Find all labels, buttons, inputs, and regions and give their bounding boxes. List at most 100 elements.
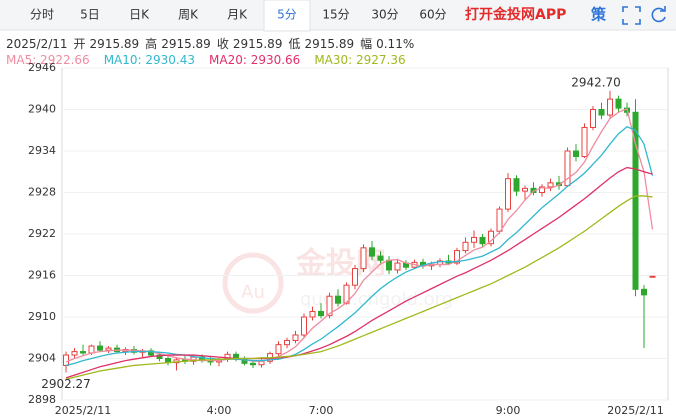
tab[interactable]: 周K: [178, 8, 199, 22]
candle-body: [369, 247, 375, 257]
x-tick-label: 2025/2/11: [55, 404, 111, 417]
info-label: 高: [145, 36, 157, 51]
y-tick-label: 2910: [28, 310, 56, 323]
tab[interactable]: 60分: [419, 8, 446, 22]
candle-body: [318, 310, 324, 317]
candle-body: [649, 275, 656, 278]
toolbar: [0, 0, 676, 30]
info-value: 2915.89: [161, 37, 211, 51]
candle-body: [539, 186, 545, 193]
ma-line: [65, 166, 653, 379]
candle-body: [479, 236, 486, 245]
tab[interactable]: 分时: [30, 8, 54, 22]
candle-body: [275, 344, 282, 355]
y-tick-label: 2904: [28, 352, 56, 365]
candle-body: [471, 236, 477, 243]
candle-body: [488, 230, 494, 245]
x-tick-label: 4:00: [207, 404, 232, 417]
info-label: 幅: [360, 36, 372, 51]
candle-body: [598, 109, 605, 116]
info-label: 收: [217, 37, 229, 51]
x-tick-label: 2025/2/11: [607, 404, 663, 417]
candle-body: [63, 354, 69, 366]
watermark-logo: Au: [241, 282, 265, 303]
y-tick-label: 2916: [28, 269, 56, 282]
candle-body: [377, 255, 384, 261]
info-value: 2915.89: [233, 37, 283, 51]
y-tick-label: 2922: [28, 227, 56, 240]
x-tick-label: 7:00: [309, 404, 334, 417]
tab[interactable]: 5分: [277, 8, 297, 22]
candle-body: [309, 310, 316, 318]
ma-line: [65, 126, 654, 367]
legend: MA5: 2922.66 MA10: 2930.43 MA20: 2930.66 MA…: [6, 53, 406, 67]
candle-body: [360, 247, 367, 270]
y-tick-label: 2928: [28, 186, 56, 199]
candle-body: [335, 295, 341, 304]
tab[interactable]: 日K: [129, 8, 150, 22]
candle-body: [326, 295, 333, 317]
low-annotation: 2902.27: [41, 377, 91, 391]
y-tick-label: 2934: [28, 144, 56, 157]
candle-body: [641, 288, 647, 296]
candle-body: [607, 98, 613, 116]
candle-body: [632, 111, 639, 290]
refresh-icon[interactable]: [651, 6, 666, 23]
info-label: 低: [288, 37, 300, 51]
info-value: 0.11%: [376, 37, 414, 51]
candle-body: [615, 98, 622, 109]
candle-body: [590, 109, 596, 128]
high-annotation: 2942.70: [571, 75, 621, 89]
candle-body: [505, 178, 511, 210]
candle-body: [301, 316, 307, 336]
info-label: 开: [74, 37, 86, 51]
tab[interactable]: 5日: [80, 8, 100, 22]
y-tick-label: 2898: [28, 393, 56, 406]
candle-body: [496, 208, 503, 232]
candle-body: [573, 150, 579, 158]
y-tick-label: 2946: [28, 61, 56, 74]
info-value: 2915.89: [304, 37, 354, 51]
candle-body: [148, 350, 154, 356]
candle-body: [250, 362, 256, 366]
ma-line: [65, 107, 654, 363]
tab[interactable]: 15分: [322, 8, 349, 22]
candle-body: [513, 178, 520, 192]
tab[interactable]: 月K: [227, 8, 248, 22]
candle-body: [547, 182, 554, 188]
info-date: 2025/2/11: [6, 37, 68, 51]
legend-entry: MA30: 2927.36: [314, 53, 405, 67]
info-value: 2915.89: [90, 37, 140, 51]
tabs: 分时 5日 日K 周K 月K 5分 15分 30分 60分: [30, 0, 447, 32]
candle-body: [581, 126, 588, 158]
candle-body: [156, 354, 163, 359]
candle-body: [105, 347, 112, 351]
legend-entry: MA10: 2930.43: [104, 53, 195, 67]
candle-body: [241, 358, 248, 364]
app-link[interactable]: 打开金投网APP: [465, 6, 566, 23]
legend-entry: MA20: 2930.66: [209, 53, 300, 67]
active-tab-bg: [263, 0, 311, 32]
candle-body: [292, 334, 299, 342]
candle-body: [88, 345, 95, 354]
candle-body: [284, 340, 290, 346]
candle-body: [462, 241, 469, 252]
candle-body: [97, 345, 103, 351]
info-bar: 2025/2/11 开 2915.89 高 2915.89 收 2915.89 低 2915.8…: [6, 36, 414, 51]
y-tick-label: 2940: [28, 103, 56, 116]
candle-body: [454, 250, 460, 264]
candle-body: [80, 351, 86, 354]
legend-entry: MA5: 2922.66: [6, 53, 90, 67]
ma-line: [65, 195, 653, 380]
candle-body: [522, 187, 528, 192]
candle-body: [394, 262, 401, 271]
fullscreen-icon[interactable]: [622, 6, 641, 25]
candle-body: [71, 351, 78, 356]
x-tick-label: 9:00: [496, 404, 521, 417]
strategy-button[interactable]: 策: [590, 6, 607, 24]
candle-body: [386, 259, 392, 271]
candle-body: [352, 268, 358, 286]
tab[interactable]: 30分: [371, 8, 398, 22]
